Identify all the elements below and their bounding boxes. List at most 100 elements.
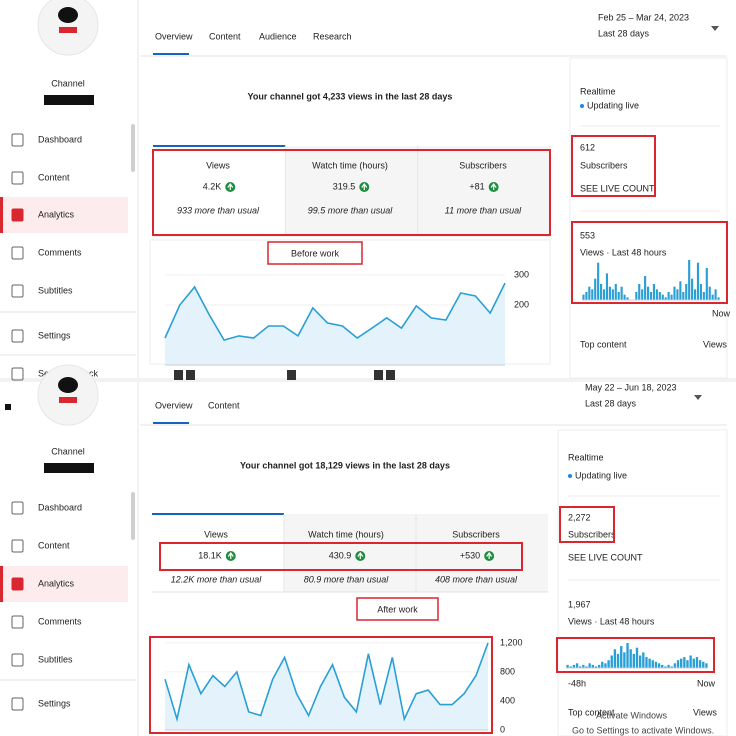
realtime-bar bbox=[702, 661, 705, 668]
menu-item[interactable]: Content bbox=[38, 540, 70, 550]
period[interactable]: Last 28 days bbox=[585, 398, 637, 408]
menu-item[interactable]: Content bbox=[38, 172, 70, 182]
stage-label: After work bbox=[377, 604, 418, 614]
avatar-badge bbox=[59, 27, 77, 33]
metrics-active bbox=[153, 146, 286, 236]
trend-arrow bbox=[361, 182, 368, 190]
realtime-bar bbox=[585, 292, 588, 300]
metrics-active bbox=[152, 514, 284, 592]
menu-item[interactable]: Analytics bbox=[38, 578, 75, 588]
metric-note: 12.2K more than usual bbox=[171, 574, 263, 584]
area bbox=[165, 283, 505, 365]
metric-value: 430.9 bbox=[329, 550, 352, 560]
menu-icon bbox=[11, 367, 24, 381]
live-count-link[interactable]: SEE LIVE COUNT bbox=[580, 183, 655, 193]
channel-name: Channel bbox=[51, 78, 85, 88]
realtime-bar bbox=[702, 292, 705, 300]
realtime-bar bbox=[705, 663, 708, 668]
realtime-bar bbox=[594, 666, 598, 668]
realtime-bar bbox=[572, 664, 576, 668]
metric-note: 408 more than usual bbox=[435, 574, 518, 584]
tab[interactable]: Overview bbox=[155, 400, 193, 410]
realtime-bar bbox=[649, 292, 653, 300]
views-count: 553 bbox=[580, 230, 595, 240]
realtime-bar bbox=[623, 294, 626, 300]
tab[interactable]: Content bbox=[208, 400, 240, 410]
menu-item[interactable]: Dashboard bbox=[38, 502, 82, 512]
realtime-bar bbox=[695, 657, 699, 668]
metric-label: Views bbox=[206, 160, 230, 170]
realtime-bar bbox=[717, 297, 720, 300]
realtime-title: Realtime bbox=[568, 452, 604, 462]
realtime-bar bbox=[604, 663, 607, 668]
metric-label: Subscribers bbox=[459, 160, 507, 170]
tab[interactable]: Audience bbox=[259, 31, 297, 41]
realtime-bar bbox=[569, 666, 572, 668]
line bbox=[164, 642, 489, 723]
menu-item[interactable]: Subtitles bbox=[38, 654, 73, 664]
live-dot bbox=[580, 104, 584, 108]
realtime-bar bbox=[691, 278, 694, 300]
realtime-bar bbox=[635, 292, 638, 300]
metric-value: +81 bbox=[469, 181, 484, 191]
active-bar bbox=[0, 197, 3, 233]
realtime-bar bbox=[652, 284, 656, 300]
metric-note: 99.5 more than usual bbox=[308, 205, 394, 215]
menu-icon bbox=[11, 246, 24, 260]
tab[interactable]: Research bbox=[313, 31, 352, 41]
menu-item[interactable]: Comments bbox=[38, 247, 82, 257]
realtime-bar bbox=[638, 655, 642, 668]
channel-name: Channel bbox=[51, 446, 85, 456]
realtime-bar bbox=[620, 286, 623, 300]
menu-item[interactable]: Analytics bbox=[38, 209, 75, 219]
metric-label: Subscribers bbox=[452, 529, 500, 539]
realtime-bar bbox=[638, 284, 641, 300]
menu-item[interactable]: Settings bbox=[38, 330, 71, 340]
highlight-box bbox=[571, 221, 728, 304]
tab[interactable]: Overview bbox=[155, 31, 193, 41]
views-column: Views bbox=[703, 339, 727, 349]
active-bar bbox=[0, 566, 3, 602]
y-tick-label: 1,200 bbox=[500, 637, 523, 647]
y-tick-label: 300 bbox=[514, 269, 529, 279]
menu-item[interactable]: Settings bbox=[38, 698, 71, 708]
menu-item[interactable]: Comments bbox=[38, 616, 82, 626]
menu-icon bbox=[11, 615, 24, 629]
panel-divider bbox=[0, 378, 736, 382]
period[interactable]: Last 28 days bbox=[598, 28, 650, 38]
realtime-bar bbox=[597, 262, 600, 300]
menu-item[interactable]: Dashboard bbox=[38, 134, 82, 144]
avatar-badge bbox=[59, 397, 77, 403]
realtime-bar bbox=[686, 660, 689, 668]
stage-box bbox=[356, 597, 439, 621]
realtime-bar bbox=[676, 660, 680, 668]
realtime-bar bbox=[670, 294, 673, 300]
stage-label: Before work bbox=[291, 248, 340, 258]
realtime-bar bbox=[594, 278, 597, 300]
trend-arrow bbox=[227, 182, 234, 190]
realtime-bar bbox=[676, 289, 679, 300]
menu-icon bbox=[11, 133, 24, 147]
heading: Your channel got 18,129 views in the las… bbox=[240, 460, 450, 470]
highlight-box bbox=[571, 135, 656, 197]
realtime-bar bbox=[645, 657, 648, 668]
dropdown-arrow[interactable] bbox=[694, 395, 702, 400]
realtime-bar bbox=[654, 661, 658, 668]
live-count-link[interactable]: SEE LIVE COUNT bbox=[568, 552, 643, 562]
realtime-bar bbox=[698, 660, 702, 668]
realtime-bar bbox=[651, 660, 654, 668]
realtime-bar bbox=[641, 289, 644, 300]
realtime-bar bbox=[711, 294, 714, 300]
menu-item[interactable]: Subtitles bbox=[38, 285, 73, 295]
realtime-bar bbox=[591, 289, 594, 300]
tab[interactable]: Content bbox=[209, 31, 241, 41]
realtime-bar bbox=[673, 663, 677, 668]
menu-icon bbox=[11, 697, 24, 711]
trend-arrow bbox=[227, 551, 234, 559]
realtime-bar bbox=[607, 660, 610, 668]
realtime-bar bbox=[608, 286, 611, 300]
realtime-bar bbox=[705, 268, 708, 300]
dropdown-arrow[interactable] bbox=[711, 26, 719, 31]
realtime-bar bbox=[646, 286, 650, 300]
